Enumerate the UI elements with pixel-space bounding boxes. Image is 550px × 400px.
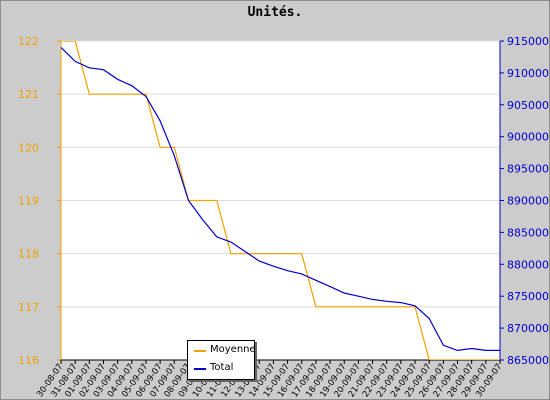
legend-label-moyenne: Moyenne [210,344,256,355]
y-left-tick-label: 117 [18,301,39,314]
y-left-tick-label: 118 [18,248,39,261]
y-left-tick-label: 122 [18,35,39,48]
y-right-tick-label: 875000 [507,290,549,303]
legend-item-total: Total [188,361,254,377]
y-right-tick-label: 890000 [507,195,549,208]
series-line-moyenne [61,41,500,360]
y-left-tick-label: 116 [18,354,39,367]
y-right-tick-label: 885000 [507,226,549,239]
series-layer [61,41,500,360]
y-left-tick-label: 121 [18,88,39,101]
y-right-tick-label: 915000 [507,35,549,48]
grid-layer [61,40,500,361]
legend-swatch-moyenne [194,350,206,352]
legend-swatch-total [194,368,206,370]
y-right-tick-label: 900000 [507,131,549,144]
y-right-tick-label: 910000 [507,67,549,80]
y-left-tick-label: 119 [18,195,39,208]
series-line-total [61,46,500,352]
legend-item-moyenne: Moyenne [188,343,256,359]
y-right-tick-label: 870000 [507,322,549,335]
y-right-tick-label: 895000 [507,163,549,176]
y-right-tick-label: 905000 [507,99,549,112]
axes-layer [57,40,504,364]
y-right-tick-label: 865000 [507,354,549,367]
legend: Moyenne Total [187,340,256,380]
y-right-tick-label: 880000 [507,258,549,271]
legend-label-total: Total [210,362,234,373]
chart-title: Unités. [247,5,303,20]
y-left-tick-label: 120 [18,141,39,154]
